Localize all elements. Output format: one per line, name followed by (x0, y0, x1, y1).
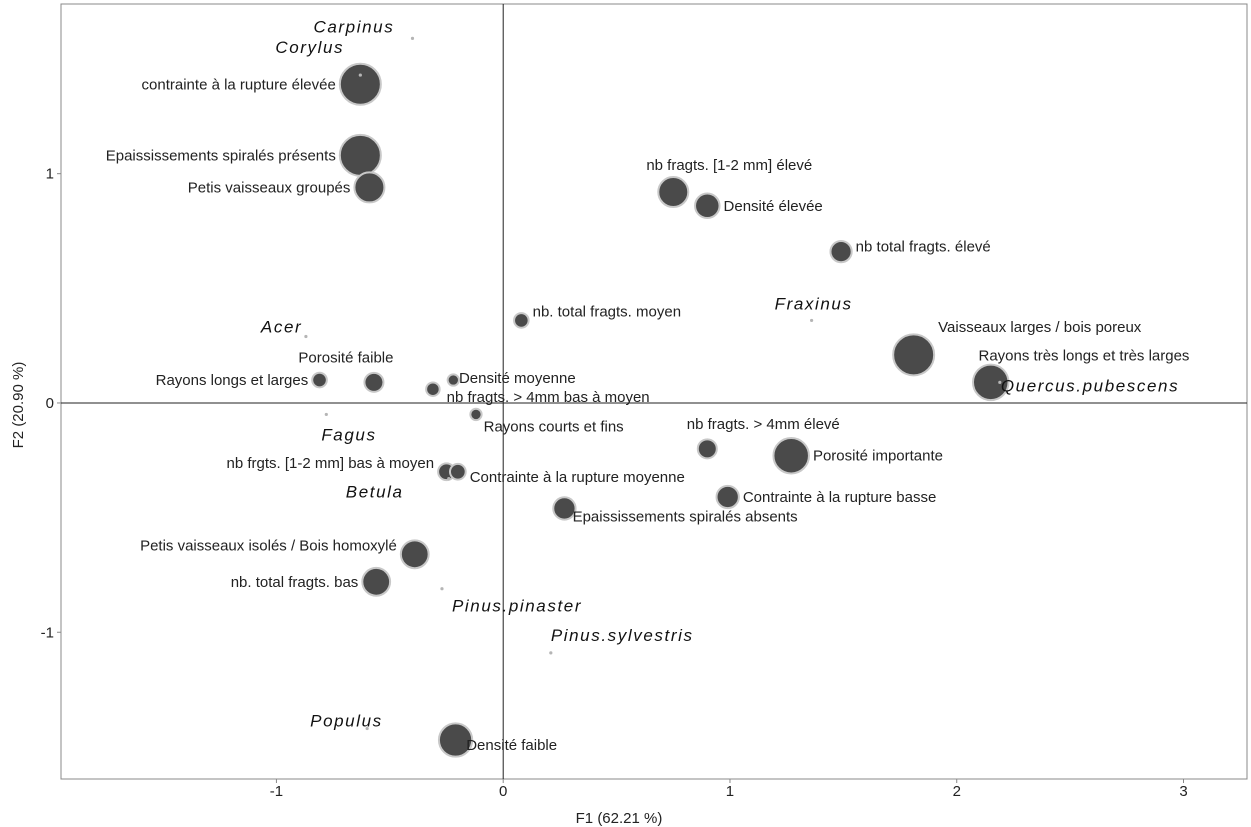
x-axis-title: F1 (62.21 %) (576, 810, 663, 827)
variable-label: Densité élevée (724, 198, 823, 215)
variable-point (448, 462, 467, 481)
species-label: Quercus.pubescens (1001, 376, 1179, 395)
y-tick-label: 0 (46, 395, 54, 412)
variable-point (469, 407, 483, 422)
y-axis-title: F2 (20.90 %) (10, 362, 27, 449)
species-label: Acer (260, 317, 302, 336)
species-label: Pinus.sylvestris (551, 626, 694, 645)
variable-point (696, 438, 718, 460)
variable-label: Porosité importante (813, 448, 943, 465)
variable-point (446, 373, 460, 387)
species-label: Carpinus (313, 17, 394, 36)
y-tick-label: -1 (41, 624, 54, 641)
variable-label: nb fragts. [1-2 mm] élevé (646, 157, 812, 174)
species-label: Fraxinus (775, 294, 853, 313)
species-point (447, 477, 451, 481)
species-point (440, 587, 444, 591)
variable-point (363, 371, 385, 393)
variable-label: nb. total fragts. moyen (533, 303, 681, 320)
variable-label: nb frgts. [1-2 mm] bas à moyen (227, 455, 435, 472)
species-point (365, 726, 369, 731)
species-label: Betula (346, 483, 404, 502)
variable-label: Contrainte à la rupture moyenne (470, 469, 685, 486)
variable-point (338, 62, 382, 106)
x-tick-label: 0 (499, 783, 507, 800)
variable-label: Petis vaisseaux isolés / Bois homoxylé (140, 537, 397, 554)
variable-label: Epaississements spiralés absents (573, 508, 798, 525)
species-point (410, 36, 415, 40)
species-label: Pinus.pinaster (452, 597, 582, 616)
variable-point (892, 333, 936, 377)
species-label: Fagus (321, 425, 376, 444)
x-tick-label: 3 (1179, 783, 1187, 800)
species-point (998, 380, 1002, 384)
data-labels: contrainte à la rupture élevée Epaississe… (106, 17, 1190, 754)
variable-label: Densité faible (466, 737, 557, 754)
variable-label: nb total fragts. élevé (856, 239, 991, 256)
variable-label: Rayons très longs et très larges (979, 347, 1190, 364)
variable-label: contrainte à la rupture élevée (142, 76, 336, 93)
variable-point (513, 312, 530, 329)
x-tick-label: -1 (270, 783, 283, 800)
variable-point (657, 176, 690, 209)
plot-area (60, 3, 1248, 780)
variable-label: Petis vaisseaux groupés (188, 179, 351, 196)
variable-point (361, 566, 392, 597)
variable-point (338, 133, 382, 177)
species-point (549, 651, 553, 655)
reference-lines (61, 4, 1247, 779)
x-tick-label: 2 (953, 783, 961, 800)
species-point (304, 334, 308, 339)
data-points (304, 36, 1010, 758)
species-point (810, 318, 814, 323)
species-point (358, 73, 362, 77)
variable-point (972, 363, 1010, 402)
variable-label: nb fragts. > 4mm élevé (687, 416, 840, 433)
variable-label: Rayons courts et fins (484, 418, 624, 435)
variable-point (311, 371, 328, 389)
variable-point (694, 192, 721, 220)
species-label: Populus (310, 712, 383, 731)
species-point (324, 412, 328, 417)
variable-point (829, 240, 853, 264)
species-label: Corylus (275, 38, 344, 57)
variable-point (399, 539, 430, 570)
y-tick-label: 1 (46, 166, 54, 183)
variable-point (353, 171, 386, 204)
variable-point (425, 381, 441, 397)
variable-label: nb. total fragts. bas (231, 574, 359, 591)
variable-label: Vaisseaux larges / bois poreux (938, 319, 1142, 336)
variable-label: Densité moyenne (459, 370, 576, 387)
variable-point (437, 722, 474, 758)
variable-label: Rayons longs et larges (156, 372, 309, 389)
x-tick-label: 1 (726, 783, 734, 800)
axis-ticks: -1 0 1 2 3 -1 0 1 (41, 166, 1188, 800)
variable-point (552, 496, 577, 521)
variable-label: Porosité faible (298, 349, 393, 366)
variable-point (772, 436, 810, 475)
variable-point (715, 484, 740, 510)
variable-label: Contrainte à la rupture basse (743, 489, 936, 506)
variable-label: nb fragts. > 4mm bas à moyen (447, 389, 650, 406)
variable-label: Epaississements spiralés présents (106, 147, 336, 164)
